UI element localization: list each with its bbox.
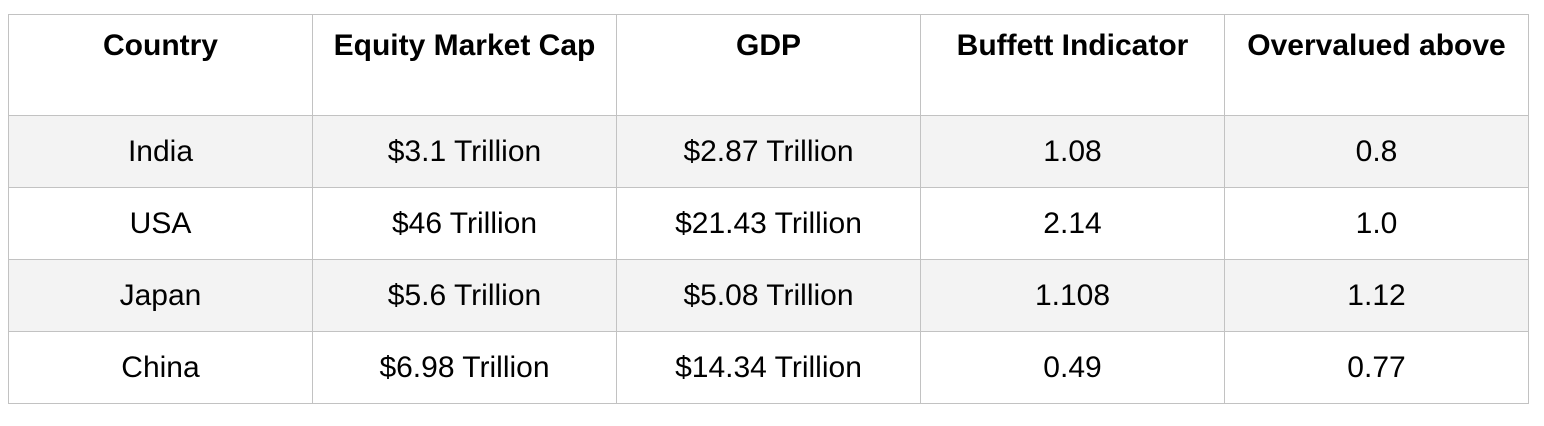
cell-equity-market-cap: $46 Trillion	[312, 187, 617, 260]
cell-buffett-indicator: 1.08	[920, 115, 1225, 188]
cell-equity-market-cap: $5.6 Trillion	[312, 259, 617, 332]
cell-gdp: $14.34 Trillion	[616, 331, 921, 404]
header-overvalued-above: Overvalued above	[1224, 14, 1529, 116]
cell-country: USA	[8, 187, 313, 260]
cell-equity-market-cap: $3.1 Trillion	[312, 115, 617, 188]
cell-overvalued-above: 1.0	[1224, 187, 1529, 260]
cell-overvalued-above: 1.12	[1224, 259, 1529, 332]
table-row: India $3.1 Trillion $2.87 Trillion 1.08 …	[8, 115, 1529, 188]
header-equity-market-cap: Equity Market Cap	[312, 14, 617, 116]
cell-gdp: $2.87 Trillion	[616, 115, 921, 188]
cell-buffett-indicator: 0.49	[920, 331, 1225, 404]
header-country: Country	[8, 14, 313, 116]
cell-buffett-indicator: 1.108	[920, 259, 1225, 332]
cell-gdp: $5.08 Trillion	[616, 259, 921, 332]
cell-equity-market-cap: $6.98 Trillion	[312, 331, 617, 404]
cell-overvalued-above: 0.8	[1224, 115, 1529, 188]
table-row: Japan $5.6 Trillion $5.08 Trillion 1.108…	[8, 259, 1529, 332]
header-row: Country Equity Market Cap GDP Buffett In…	[8, 14, 1529, 116]
cell-country: Japan	[8, 259, 313, 332]
cell-buffett-indicator: 2.14	[920, 187, 1225, 260]
header-gdp: GDP	[616, 14, 921, 116]
cell-country: China	[8, 331, 313, 404]
cell-country: India	[8, 115, 313, 188]
table-row: China $6.98 Trillion $14.34 Trillion 0.4…	[8, 331, 1529, 404]
cell-gdp: $21.43 Trillion	[616, 187, 921, 260]
buffett-indicator-table: Country Equity Market Cap GDP Buffett In…	[8, 14, 1529, 404]
table-row: USA $46 Trillion $21.43 Trillion 2.14 1.…	[8, 187, 1529, 260]
cell-overvalued-above: 0.77	[1224, 331, 1529, 404]
header-buffett-indicator: Buffett Indicator	[920, 14, 1225, 116]
